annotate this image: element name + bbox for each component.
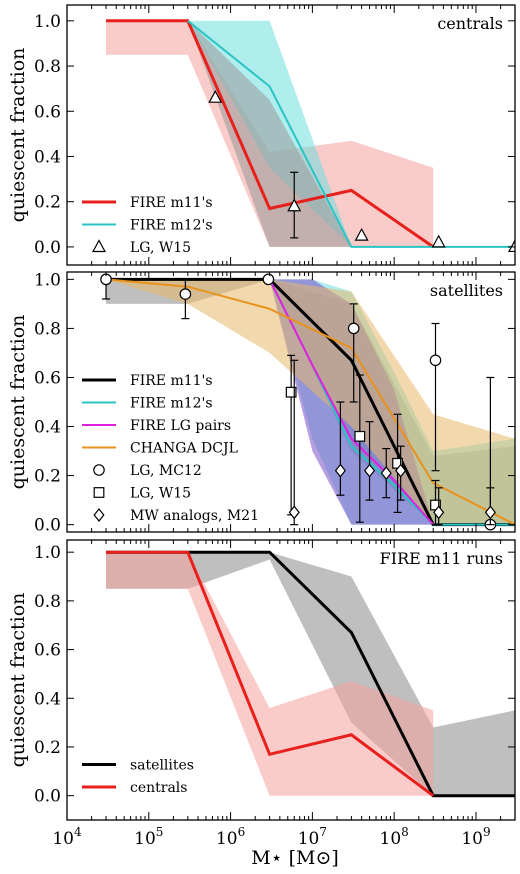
x-axis-label: M⋆ [M⊙] [251, 847, 339, 869]
y-tick-label: 1.0 [34, 543, 61, 563]
y-tick-label: 0.0 [34, 516, 61, 536]
series-line-1 [106, 19, 435, 249]
marker-circle [179, 288, 192, 300]
y-tick-label: 0.4 [34, 689, 61, 709]
x-tick-label: 106 [216, 825, 245, 849]
legend-marker-circle [93, 464, 105, 476]
legend-label: LG, W15 [130, 486, 191, 502]
x-tick-label: 109 [461, 825, 490, 849]
y-tick-label: 0.6 [34, 641, 61, 661]
legend-label: LG, W15 [130, 240, 191, 256]
marker-circle [429, 354, 442, 367]
legend-label: LG, MC12 [130, 463, 202, 479]
plot-area [106, 19, 515, 253]
legend-label: MW analogs, M21 [130, 508, 259, 524]
y-tick-label: 1.0 [34, 270, 61, 290]
panel-2: 0.0 0.2 0.4 0.6 0.8 1.0 quiescent fraction sate… [7, 270, 516, 536]
y-axis-label: quiescent fraction [7, 593, 29, 768]
series-line-2 [187, 20, 515, 248]
legend-label: centrals [130, 780, 187, 796]
x-tick-label: 108 [380, 825, 409, 849]
marker-circle [262, 273, 275, 286]
y-tick-label: 0.0 [34, 787, 61, 807]
panel-title: centrals [437, 14, 503, 33]
marker-triangle [287, 198, 302, 212]
series-line-3 [268, 278, 434, 526]
y-tick-label: 0.6 [34, 102, 61, 122]
series-line-2 [106, 550, 435, 797]
y-tick-label: 0.0 [34, 238, 61, 258]
plot-frame [66, 271, 516, 533]
plot-frame [66, 539, 516, 821]
marker-triangle [507, 239, 515, 253]
band-4 [106, 279, 515, 525]
marker-square [354, 430, 366, 442]
x-tick-label: 104 [52, 825, 82, 849]
plot-area [100, 273, 515, 531]
y-tick-label: 0.8 [34, 57, 61, 77]
panel-title: FIRE m11 runs [380, 549, 503, 568]
plot-area [106, 550, 515, 798]
legend-label: FIRE m11's [130, 195, 213, 211]
legend-label: FIRE m11's [130, 373, 213, 389]
y-tick-label: 0.2 [34, 467, 61, 487]
legend-marker-diamond [93, 508, 105, 522]
legend-marker-triangle [91, 239, 107, 253]
panel-3: 0.0 0.2 0.4 0.6 0.8 1.0 104 105 106 107 108 109 quie… [7, 539, 516, 849]
plot-frame [66, 4, 516, 266]
marker-triangle [208, 89, 223, 103]
legend-label: satellites [130, 758, 194, 774]
x-tick-label: 107 [298, 825, 327, 849]
marker-triangle [431, 234, 446, 248]
panel-title: satellites [430, 281, 503, 300]
y-tick-label: 0.2 [34, 738, 61, 758]
marker-diamond [363, 463, 376, 478]
legend-label: FIRE LG pairs [130, 418, 231, 434]
marker-diamond [395, 463, 407, 478]
y-tick-label: 0.2 [34, 193, 61, 213]
marker-triangle [354, 227, 369, 241]
x-tick-label: 105 [134, 825, 163, 849]
y-tick-label: 0.8 [34, 319, 61, 339]
series-line-4 [105, 278, 515, 526]
band-3 [187, 20, 352, 247]
y-tick-label: 0.6 [34, 368, 61, 388]
marker-square [285, 386, 297, 398]
marker-diamond [334, 463, 346, 478]
marker-circle [347, 322, 360, 335]
marker-diamond [380, 466, 392, 481]
band-2 [187, 20, 515, 247]
y-tick-label: 1.0 [34, 12, 61, 32]
marker-diamond [484, 505, 496, 520]
marker-diamond [288, 505, 300, 520]
y-axis-label: quiescent fraction [7, 48, 29, 223]
legend-label: CHANGA DCJL [130, 441, 238, 457]
legend-label: FIRE m12's [130, 218, 213, 234]
legend-label: FIRE m12's [130, 396, 213, 412]
y-tick-label: 0.8 [34, 592, 61, 612]
y-axis-label: quiescent fraction [7, 315, 29, 490]
legend-marker-square [93, 487, 105, 498]
y-tick-label: 0.4 [34, 147, 61, 167]
marker-diamond [433, 505, 445, 520]
y-tick-label: 0.4 [34, 418, 61, 438]
